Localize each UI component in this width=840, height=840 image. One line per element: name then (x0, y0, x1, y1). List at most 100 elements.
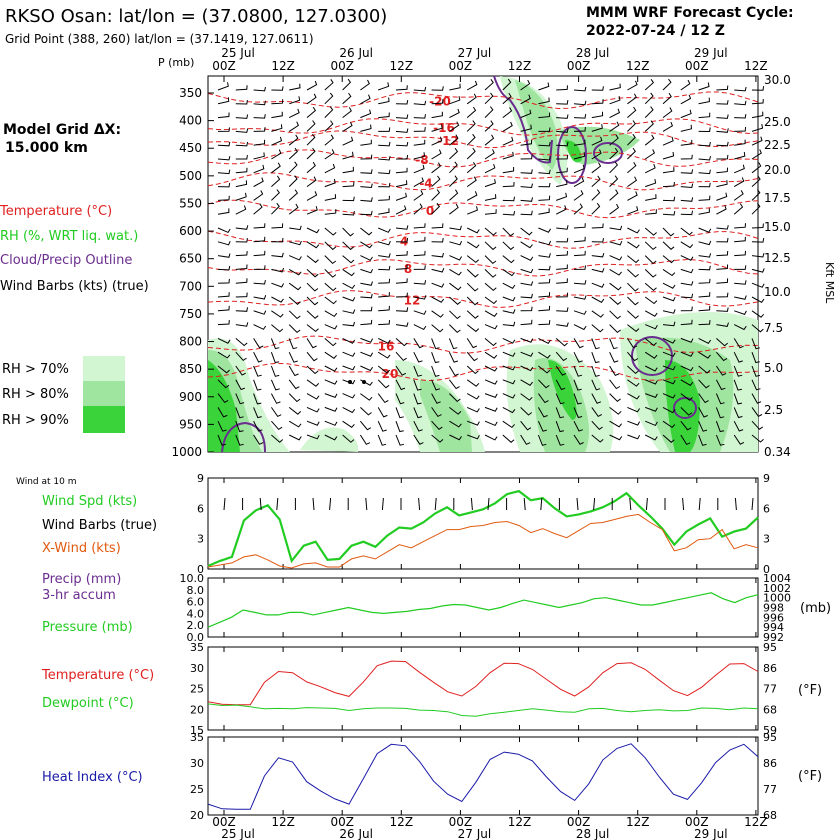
wind-barb (270, 352, 280, 364)
wind-barb (217, 319, 230, 326)
wind-barb (609, 189, 619, 201)
wind-barb (360, 109, 372, 119)
wind-barb (395, 205, 407, 215)
wind-barb (662, 196, 676, 202)
wind-barb (271, 282, 285, 288)
wind-barb (627, 406, 641, 413)
wind-barb (751, 365, 761, 377)
wind-barb (573, 351, 583, 363)
wind-barb (253, 177, 264, 188)
wind-barb (342, 321, 355, 327)
wind-barb (716, 154, 729, 160)
wind-barb (520, 293, 533, 299)
wind-barb (342, 365, 356, 371)
wind-barb (538, 292, 551, 298)
wind-barb (306, 176, 317, 188)
wind-barb (217, 393, 229, 404)
wind-barb (431, 407, 442, 418)
wind-barb (644, 134, 655, 146)
wind-barb (751, 111, 764, 119)
wind-barb (395, 421, 404, 433)
time-tick-label: 00Z (567, 59, 591, 73)
wind-barb (324, 351, 337, 359)
wind-barb (520, 139, 533, 146)
wind-barb (644, 338, 657, 347)
wind-barb (680, 407, 693, 416)
date-label: 26 Jul (339, 46, 373, 60)
wind-barb (449, 379, 460, 390)
wind-barb (715, 407, 725, 419)
wind-barb (449, 407, 462, 415)
wind-barb (235, 351, 247, 362)
isotherm-label: 12 (404, 293, 421, 307)
wind-barb (591, 407, 602, 418)
time-tick-label: 12Z (626, 815, 650, 829)
wind-barb (378, 169, 391, 175)
wind-barb (235, 180, 248, 188)
wind-barb (306, 120, 316, 132)
wind-barb (520, 124, 532, 132)
wind-barb (431, 86, 444, 91)
wind-barb (680, 197, 694, 202)
wind-barb (591, 162, 602, 174)
wind-barb (591, 111, 604, 119)
wind-barb (431, 202, 441, 215)
wind-barb (235, 85, 248, 91)
wind-barb (306, 310, 319, 319)
pressure-tick-label: 850 (179, 362, 202, 376)
wind-barb (306, 133, 316, 146)
wind-barb (342, 406, 356, 414)
wind-barb (395, 250, 408, 257)
wind-barb (395, 278, 408, 284)
isotherm-line (207, 118, 759, 136)
wind-barb (591, 420, 603, 430)
wind-barb (573, 365, 583, 377)
y-tick-label: 8.0 (187, 584, 205, 597)
wind-barb (235, 114, 249, 119)
y-tick-label: 0 (763, 563, 770, 576)
wind-barb (467, 434, 480, 440)
wind-barb (253, 338, 264, 349)
wind-barb (520, 210, 533, 216)
wind-barb (538, 379, 550, 389)
wind-barb (644, 120, 654, 132)
wind-barb (484, 324, 498, 330)
y-tick-label: 77 (763, 783, 777, 796)
wind-barb (431, 111, 443, 119)
wind-barb (502, 167, 515, 174)
wind-barb (395, 225, 409, 230)
isotherm-line (207, 91, 759, 110)
wind-barb (591, 324, 604, 333)
wind-barb (431, 282, 445, 288)
wind-barb (698, 393, 709, 404)
pressure-tick-label: 500 (179, 169, 202, 183)
wind-barb (680, 365, 694, 372)
wind-barb (591, 434, 604, 443)
wind-barb (484, 149, 495, 160)
wind-barb (609, 255, 623, 261)
wind-barb (627, 282, 639, 292)
wind-barb (413, 100, 427, 106)
temperature-label: Temperature (°C) (41, 668, 154, 683)
wind-barb (360, 255, 373, 261)
wind-barb (698, 227, 712, 233)
wind-barb (342, 241, 355, 251)
wind-barb (609, 241, 623, 246)
wind-barb (253, 265, 266, 270)
y-tick-label: 998 (763, 602, 784, 615)
wind-spd-label: Wind Spd (kts) (42, 494, 137, 509)
wind-barb (644, 310, 658, 317)
wind-barb (751, 175, 761, 187)
wind-barb (360, 337, 374, 343)
wind-barb (253, 100, 266, 106)
surface-wind-barb (698, 497, 701, 511)
wind-barb (662, 321, 676, 327)
wind-barb (448, 338, 458, 350)
wind-barb (378, 182, 391, 188)
wind-barb (502, 268, 515, 277)
wind-barb (751, 162, 762, 174)
wind-barb (751, 268, 765, 273)
wind-barb (289, 225, 302, 231)
wind-barb (484, 379, 498, 385)
